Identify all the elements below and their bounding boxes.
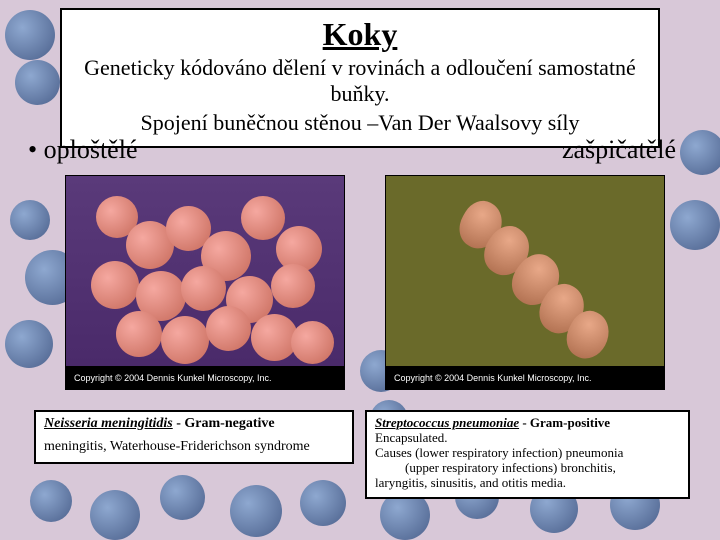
detail-right-3: laryngitis, sinusitis, and otitis media. — [375, 475, 566, 490]
image-right-caption: Copyright © 2004 Dennis Kunkel Microscop… — [386, 366, 664, 390]
subtitle-line-1: Geneticky kódováno dělení v rovinách a o… — [72, 55, 648, 108]
header-panel: Koky Geneticky kódováno dělení v rovinác… — [60, 8, 660, 148]
detail-right-1: Encapsulated. — [375, 430, 448, 445]
gram-left: - Gram-negative — [173, 416, 275, 431]
page-title: Koky — [72, 16, 648, 53]
bullet-left: oploštělé — [28, 135, 137, 165]
detail-left: meningitis, Waterhouse-Friderichson synd… — [44, 439, 310, 454]
subtitle-line-2: Spojení buněčnou stěnou –Van Der Waalsov… — [72, 110, 648, 136]
image-right-panel: Copyright © 2004 Dennis Kunkel Microscop… — [385, 175, 665, 390]
species-right: Streptococcus pneumoniae — [375, 415, 519, 430]
detail-right-2a: Causes (lower respiratory infection) pne… — [375, 445, 623, 460]
description-right: Streptococcus pneumoniae - Gram-positive… — [365, 410, 690, 499]
bullet-row: oploštělé zašpičatělé — [24, 135, 696, 165]
description-left: Neisseria meningitidis - Gram-negative m… — [34, 410, 354, 464]
detail-right-2b: (upper respiratory infections) bronchiti… — [375, 461, 680, 476]
gram-right: - Gram-positive — [519, 415, 610, 430]
species-left: Neisseria meningitidis — [44, 416, 173, 431]
image-left-microscopy — [66, 176, 344, 366]
bullet-right: zašpičatělé — [562, 135, 676, 165]
image-left-caption: Copyright © 2004 Dennis Kunkel Microscop… — [66, 366, 344, 390]
image-right-microscopy — [386, 176, 664, 366]
image-left-panel: Copyright © 2004 Dennis Kunkel Microscop… — [65, 175, 345, 390]
